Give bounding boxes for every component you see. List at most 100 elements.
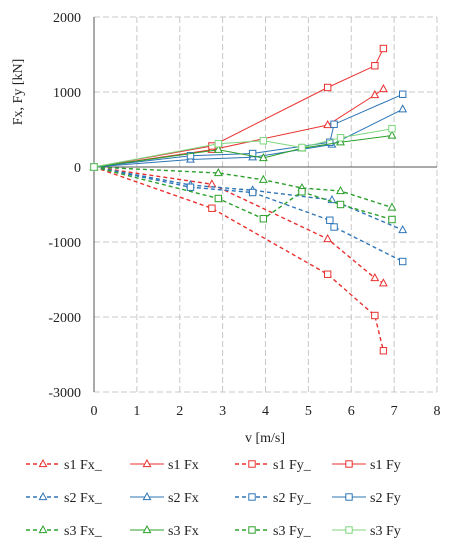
- data-point: [208, 204, 216, 212]
- data-point: [259, 137, 268, 145]
- series-line: [93, 166, 384, 284]
- data-point: [214, 140, 223, 148]
- data-point: [330, 223, 338, 231]
- legend-label: s2 Fy: [370, 491, 401, 506]
- legend-label: s2 Fx_: [64, 491, 103, 506]
- data-point: [399, 90, 407, 98]
- x-tick-label: 1: [133, 404, 140, 419]
- x-tick-label: 7: [391, 404, 398, 419]
- data-point: [298, 143, 306, 152]
- legend-label: s2 Fx: [168, 491, 199, 506]
- series-line: [93, 93, 403, 168]
- data-point: [336, 200, 345, 209]
- data-point: [326, 216, 334, 224]
- y-tick-label: 0: [74, 161, 81, 176]
- data-point: [336, 137, 345, 146]
- data-point: [323, 270, 332, 278]
- data-point: [387, 202, 397, 211]
- data-point: [336, 185, 345, 195]
- legend-item: s1 Fy: [332, 458, 401, 473]
- series-line: [93, 166, 404, 263]
- x-tick-label: 0: [91, 404, 98, 419]
- data-point: [298, 188, 306, 196]
- legend-item: s3 Fy_: [235, 524, 312, 539]
- y-tick-label: -2000: [48, 311, 81, 326]
- legend-label: s1 Fy: [370, 458, 401, 473]
- tick-labels: 0 1 2 3 4 5 6 7 8 2000 1000 0 -1000 -2000 -3000: [48, 11, 440, 419]
- legend-label: s3 Fx_: [64, 524, 103, 539]
- data-point: [326, 138, 334, 146]
- legend-label: s3 Fx: [168, 524, 199, 539]
- legend-marker: [248, 526, 256, 534]
- series-group: [90, 125, 396, 171]
- data-point: [388, 215, 396, 224]
- x-tick-label: 3: [219, 404, 226, 419]
- legend-item: s2 Fy: [332, 491, 401, 506]
- legend-marker: [345, 526, 353, 534]
- data-point: [207, 179, 217, 188]
- x-tick-label: 6: [348, 404, 355, 419]
- data-point: [387, 130, 397, 139]
- y-tick-label: 1000: [53, 86, 81, 101]
- series-group: [89, 161, 397, 211]
- legend-label: s2 Fy_: [273, 491, 312, 506]
- data-point: [336, 134, 345, 142]
- legend-marker: [38, 524, 48, 534]
- data-point: [371, 311, 379, 320]
- series-line: [93, 166, 393, 221]
- data-point: [371, 62, 379, 70]
- data-point: [323, 83, 332, 92]
- series-group: [89, 83, 388, 171]
- legend-label: s1 Fx: [168, 458, 199, 473]
- x-tick-label: 2: [176, 404, 183, 419]
- legend-item: s1 Fx_: [26, 458, 103, 473]
- data-point: [330, 120, 338, 128]
- data-point: [379, 44, 388, 53]
- data-point: [378, 278, 388, 287]
- y-tick-label: -1000: [48, 236, 81, 251]
- data-point: [213, 167, 223, 177]
- data-point: [186, 152, 195, 160]
- legend-marker: [345, 493, 353, 501]
- series-line: [93, 166, 403, 231]
- data-point: [208, 142, 216, 150]
- legend-marker: [142, 458, 152, 468]
- axes: [93, 17, 437, 392]
- data-point: [370, 272, 380, 282]
- series-group: [89, 104, 408, 171]
- data-point: [90, 163, 98, 171]
- x-axis-label: v [m/s]: [245, 431, 285, 446]
- data-point: [213, 144, 223, 153]
- data-point: [258, 174, 268, 183]
- data-point: [379, 347, 388, 355]
- x-tick-label: 4: [262, 404, 269, 419]
- y-tick-label: 2000: [53, 11, 81, 26]
- data-point: [186, 183, 195, 191]
- legend-marker: [38, 458, 48, 468]
- legend-item: s2 Fx_: [26, 491, 103, 506]
- legend-label: s1 Fx_: [64, 458, 103, 473]
- series-line: [93, 166, 393, 209]
- series-group: [90, 163, 396, 224]
- data-point: [248, 188, 257, 197]
- series-line: [93, 48, 384, 168]
- series-line: [93, 128, 393, 168]
- data-point: [259, 215, 268, 223]
- series-group: [90, 44, 388, 171]
- data-point: [323, 119, 333, 129]
- x-tick-label: 5: [305, 404, 312, 419]
- data-point: [398, 104, 408, 113]
- data-point: [327, 194, 337, 204]
- legend-item: s3 Fx_: [26, 524, 103, 539]
- legend-label: s3 Fy_: [273, 524, 312, 539]
- legend-marker: [142, 491, 152, 501]
- legend-marker: [38, 491, 48, 501]
- legend-item: s1 Fy_: [235, 458, 312, 473]
- legend-item: s3 Fx: [130, 524, 199, 539]
- series-line: [93, 166, 385, 351]
- data-point: [370, 89, 380, 99]
- data-point: [258, 152, 268, 162]
